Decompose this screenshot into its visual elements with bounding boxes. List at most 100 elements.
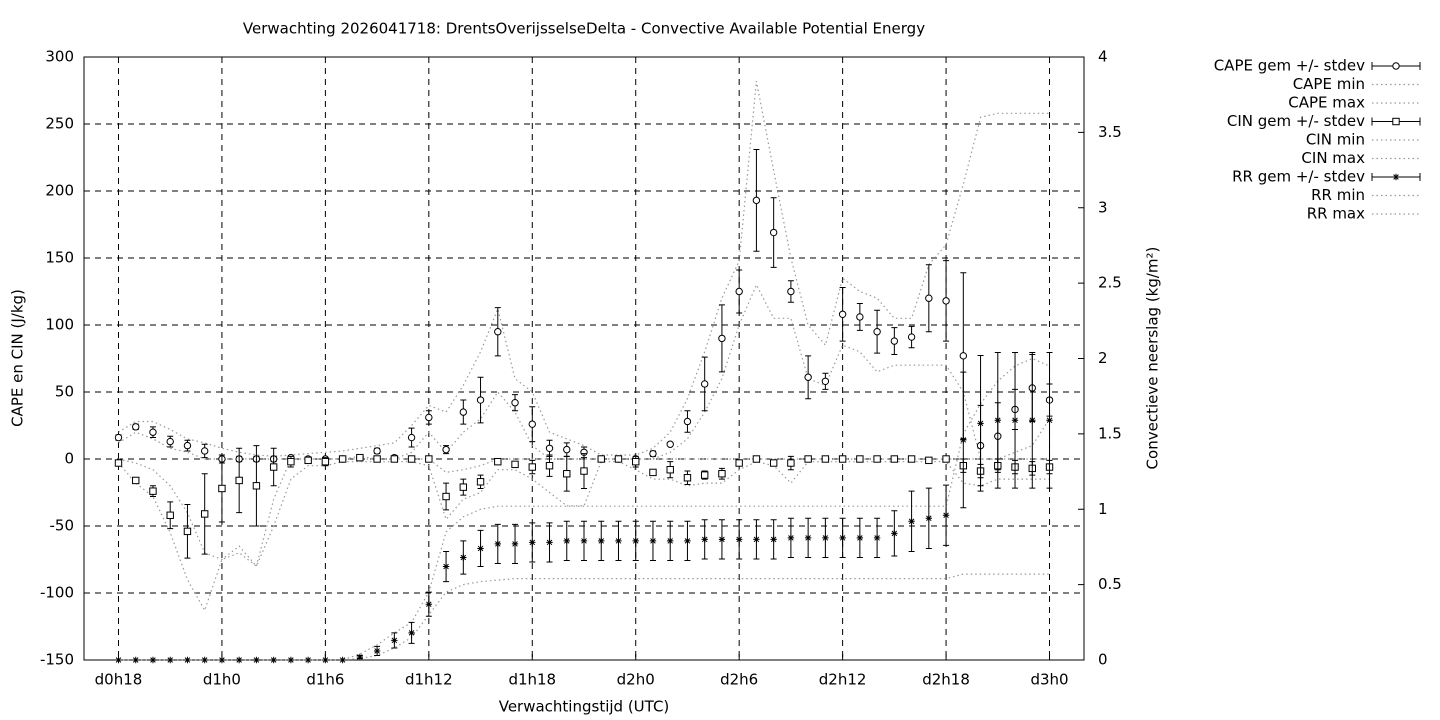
point	[166, 511, 174, 519]
x-tick-label: d1h6	[306, 671, 344, 689]
point	[322, 656, 329, 664]
x-tick-label: d2h18	[922, 671, 970, 689]
legend-label: RR max	[1307, 205, 1365, 223]
point	[149, 428, 157, 436]
point	[804, 373, 812, 381]
chart-title: Verwachting 2026041718: DrentsOverijssel…	[243, 20, 925, 38]
point	[563, 445, 571, 454]
point	[942, 512, 950, 519]
x-tick-label: d2h12	[819, 671, 867, 689]
y2-tick-label: 1	[1098, 500, 1108, 518]
y-tick-label: 250	[45, 115, 74, 133]
point	[890, 455, 899, 463]
point	[735, 536, 743, 543]
x-tick-label: d2h6	[720, 671, 758, 689]
y2-tick-label: 2	[1098, 349, 1108, 367]
point	[614, 455, 623, 463]
point	[373, 647, 381, 655]
point	[338, 455, 347, 463]
point	[166, 437, 174, 446]
x-tick-label: d3h0	[1030, 671, 1068, 689]
y-tick-label: -100	[40, 584, 74, 602]
point	[891, 530, 898, 537]
point	[511, 399, 519, 407]
y-tick-label: 100	[45, 316, 74, 334]
point	[132, 656, 139, 664]
dotted-line	[118, 455, 1050, 568]
point	[856, 455, 864, 463]
legend-label: CAPE min	[1293, 75, 1365, 93]
point	[373, 447, 381, 455]
point	[667, 537, 674, 545]
point	[511, 540, 519, 548]
point	[838, 310, 847, 318]
point	[545, 444, 554, 452]
y-tick-label: 50	[55, 383, 74, 401]
y2-tick-label: 4	[1098, 48, 1108, 66]
point	[494, 457, 502, 466]
point	[908, 518, 915, 525]
point	[804, 455, 812, 463]
y-axis-label: CAPE en CIN (J/kg)	[9, 289, 27, 427]
point	[925, 456, 933, 465]
point	[201, 656, 208, 664]
plot-frame	[83, 56, 1085, 661]
dotted-line	[118, 357, 1050, 661]
point	[563, 470, 571, 478]
point	[460, 554, 467, 561]
point	[769, 228, 778, 237]
y-tick-label: 300	[45, 48, 74, 66]
point	[425, 455, 433, 463]
x-tick-label: d2h0	[617, 671, 655, 689]
point	[494, 328, 502, 336]
point	[718, 536, 726, 543]
point	[683, 417, 692, 426]
point	[356, 453, 364, 462]
point	[321, 457, 330, 466]
point	[529, 539, 536, 546]
point	[752, 455, 761, 463]
point	[925, 294, 933, 302]
point	[649, 468, 657, 477]
point	[511, 460, 519, 469]
y2-axis-label: Convectieve neerslag (kg/m²)	[1144, 247, 1162, 470]
point	[821, 377, 830, 385]
x-axis-label: Verwachtingstijd (UTC)	[499, 698, 670, 716]
point	[476, 478, 485, 486]
point	[994, 417, 1001, 424]
point	[959, 352, 968, 360]
point	[977, 420, 984, 427]
point	[787, 459, 795, 467]
point	[253, 656, 260, 664]
y-tick-label: 0	[64, 450, 74, 468]
point	[149, 487, 157, 495]
point	[132, 423, 140, 431]
point	[408, 629, 415, 637]
point	[718, 334, 726, 343]
x-tick-label: d1h18	[508, 671, 556, 689]
legend-label: CIN gem +/- stdev	[1227, 112, 1365, 130]
point	[942, 297, 950, 305]
point	[235, 656, 243, 664]
point	[115, 656, 122, 664]
point	[114, 459, 123, 467]
point	[822, 534, 829, 542]
point	[183, 441, 192, 450]
legend-label: CAPE max	[1288, 94, 1365, 112]
point	[252, 482, 261, 490]
point	[339, 656, 346, 664]
point	[683, 474, 692, 482]
point	[942, 455, 950, 463]
point	[494, 540, 501, 548]
point	[270, 656, 277, 664]
point	[856, 534, 864, 542]
point	[666, 440, 674, 448]
y2-tick-label: 0	[1098, 651, 1108, 669]
point	[873, 328, 881, 336]
point	[407, 455, 416, 463]
point	[477, 545, 484, 552]
point	[132, 476, 140, 485]
point	[700, 380, 709, 388]
point	[718, 470, 726, 478]
point	[839, 534, 846, 542]
